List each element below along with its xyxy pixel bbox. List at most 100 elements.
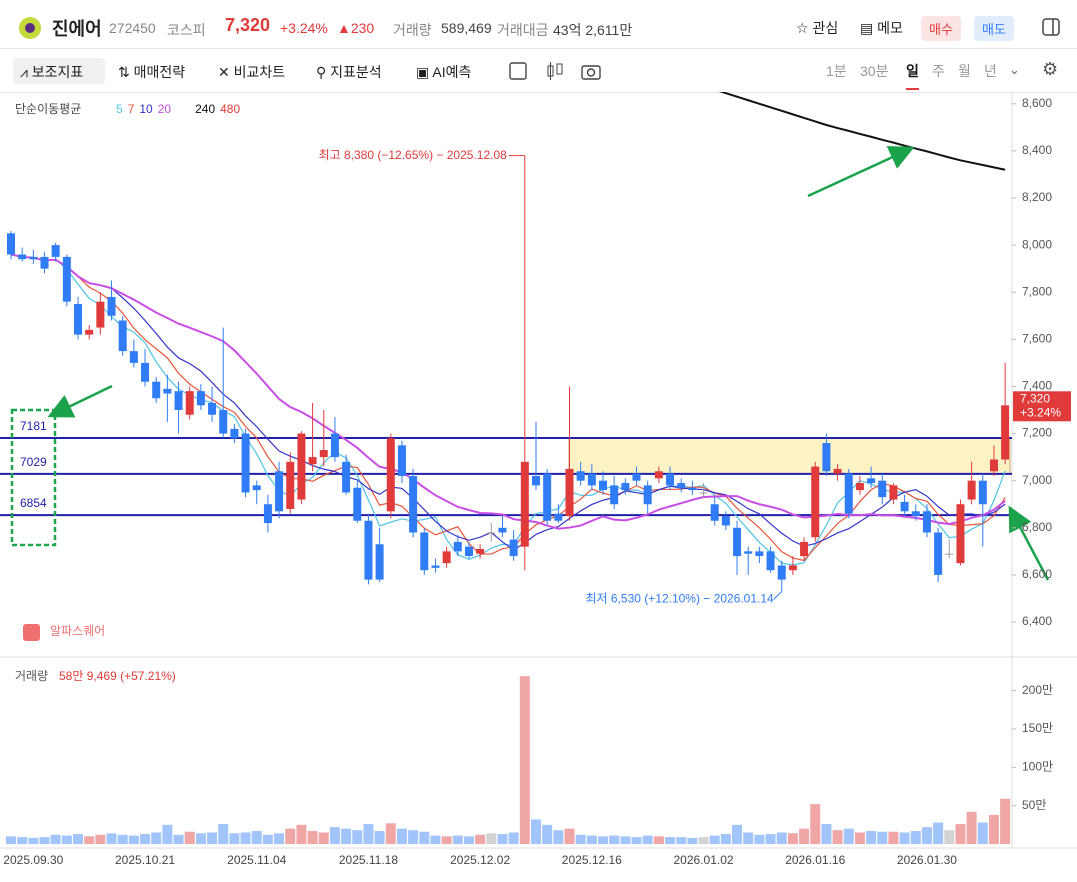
period-tab[interactable]: 일 [906,61,919,90]
period-tab[interactable]: 년 [984,63,997,79]
candle-body [85,329,94,335]
volume-bar [408,830,419,844]
level-label: 6854 [20,496,47,510]
volume-bar [419,831,430,844]
panel-icon[interactable] [1042,18,1060,36]
price-tag [1013,391,1071,422]
tool[interactable]: 보조지표 [31,64,84,80]
volume-bar [1000,798,1011,844]
volume-bar [50,834,61,844]
volume-bar [73,834,84,844]
volume-bar [631,837,642,844]
candle-body [230,428,239,439]
volume-bar [84,836,95,844]
volume-bar [207,832,218,844]
volume-bar [966,811,977,844]
volume-bar [385,823,396,844]
tool[interactable]: 비교차트 [233,64,286,80]
candle-body [587,473,596,486]
volume-bar [832,830,843,844]
candle-body [621,483,630,491]
volume-bar [486,833,497,844]
ma-legend: 480 [220,102,240,116]
volume-bar [296,824,307,844]
candle-body [565,468,574,517]
candle-body [989,459,998,472]
candle-body [308,457,317,465]
volume-bar [162,824,173,844]
toolbar-icons[interactable] [508,61,608,81]
x-tick-label: 2025.11.04 [227,853,286,867]
watch-button[interactable]: ☆ 관심 [796,20,839,36]
volume-bar [821,824,832,844]
vol-tick-label: 50만 [1022,798,1046,812]
highlight-box [10,408,57,547]
volume-bar [787,833,798,844]
volume-bar [776,832,787,844]
candle-body [643,485,652,505]
volume-bar [430,835,441,844]
stock-code: 272450 [109,20,156,36]
candle-body [632,473,641,481]
volume-bar [106,833,117,844]
logo [19,17,41,39]
candle-body [833,468,842,474]
volume-bar [732,824,743,844]
y-tick-label: 8,000 [1022,237,1052,251]
memo-button[interactable]: ▤ 메모 [860,20,903,36]
sell-button[interactable]: 매도 [974,16,1014,41]
candle-body [610,485,619,505]
x-tick-label: 2025.12.16 [562,853,622,867]
period-tab[interactable]: 월 [958,63,971,79]
toolbar: ⩘ 보조지표 ⇅ 매매전략 ✕ 비교차트 ⚲ 지표분석 ▣ AI예측 1분 30분… [0,49,1077,93]
candle-body [1001,405,1010,460]
candle-body [811,466,820,538]
buy-button[interactable]: 매수 [921,16,961,41]
candle-body [252,485,261,491]
volume-bar [810,804,821,844]
candle-body [353,487,362,521]
ma-legend: 10 [139,102,153,116]
volume-bar [240,832,251,844]
period-tab[interactable]: 1분 [826,63,847,79]
period-tab[interactable]: 주 [932,63,945,79]
volume-bar [564,828,575,844]
ma-line [10,253,1006,566]
candle-body [386,438,395,512]
x-tick-label: 2026.01.30 [897,853,957,867]
amount-label: 거래대금 [497,22,549,38]
candle-body [297,433,306,500]
volume-bar [251,830,262,844]
candle-body [62,256,71,302]
volume-bar [698,837,709,844]
volume-bar [6,836,16,844]
tool[interactable]: 지표분석 [330,64,382,80]
y-tick-label: 7,000 [1022,473,1052,487]
candle-body [878,480,887,498]
volume-bar [977,822,988,844]
highlight-arrow [1008,505,1050,581]
volume-bar [17,837,28,844]
tool[interactable]: 매매전략 [133,64,186,80]
vol-tick-label: 100만 [1022,760,1053,774]
vol-tick-label: 200만 [1022,683,1053,697]
tool[interactable]: AI예측 [432,64,472,80]
market: 코스피 [167,22,206,38]
y-tick-label: 7,400 [1022,379,1052,393]
period-menu[interactable]: ⌄ [1009,62,1020,77]
volume-bar [229,833,240,844]
volume-bar [620,836,631,844]
ma-line [10,253,1006,530]
volume-bar [452,835,463,844]
candle-body [185,391,194,415]
period-tab[interactable]: 30분 [860,63,889,79]
volume-bar [955,824,966,844]
volume-bar [352,830,363,844]
zone [568,437,1011,475]
y-tick-label: 8,600 [1022,96,1052,110]
candle-body [453,541,462,552]
settings[interactable]: ⚙ [1042,59,1059,79]
candle-body [688,487,697,491]
price-pane [0,92,1012,592]
volume-bar [475,834,486,844]
